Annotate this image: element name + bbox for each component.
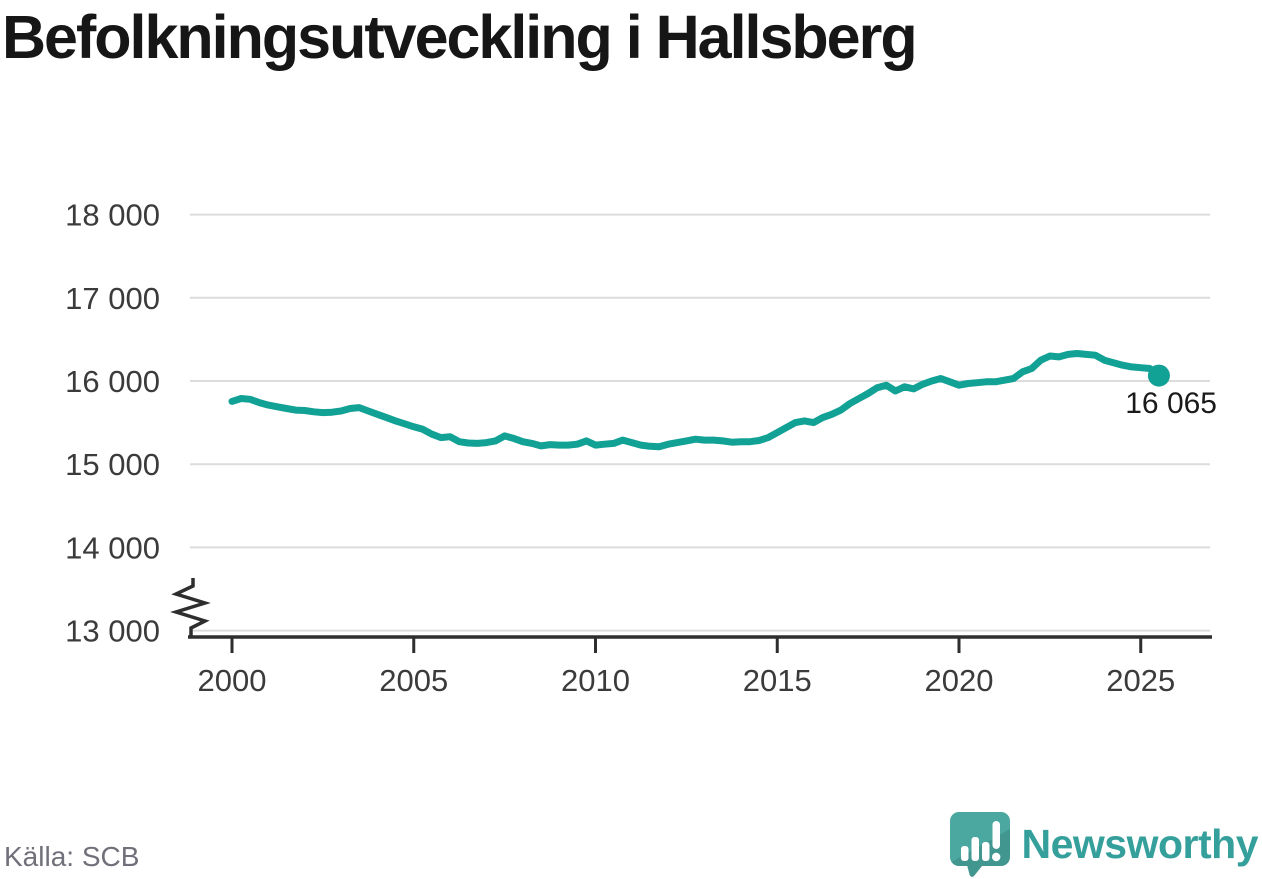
chart-title: Befolkningsutveckling i Hallsberg <box>2 3 918 71</box>
x-tick-label: 2005 <box>379 663 448 698</box>
y-tick-label: 18 000 <box>65 198 160 233</box>
end-point-dot <box>1147 364 1170 387</box>
end-point-label: 16 065 <box>1125 387 1217 420</box>
y-tick-label: 13 000 <box>65 614 160 649</box>
axis-break-zigzag <box>170 578 211 636</box>
x-tick-label: 2010 <box>561 663 630 698</box>
y-tick-label: 15 000 <box>65 447 160 482</box>
newsworthy-logo-text: Newsworthy <box>1021 820 1259 867</box>
x-tick-label: 2025 <box>1106 663 1175 698</box>
x-tick-label: 2020 <box>925 663 994 698</box>
newsworthy-logo: Newsworthy <box>949 811 1259 877</box>
population-line <box>228 350 1163 451</box>
source-note: Källa: SCB <box>4 841 140 872</box>
newsworthy-logo-icon <box>949 812 1010 877</box>
y-tick-label: 14 000 <box>65 530 160 565</box>
y-tick-label: 16 000 <box>65 364 160 399</box>
x-tick-label: 2000 <box>198 663 267 698</box>
y-tick-label: 17 000 <box>65 281 160 316</box>
x-tick-label: 2015 <box>743 663 812 698</box>
